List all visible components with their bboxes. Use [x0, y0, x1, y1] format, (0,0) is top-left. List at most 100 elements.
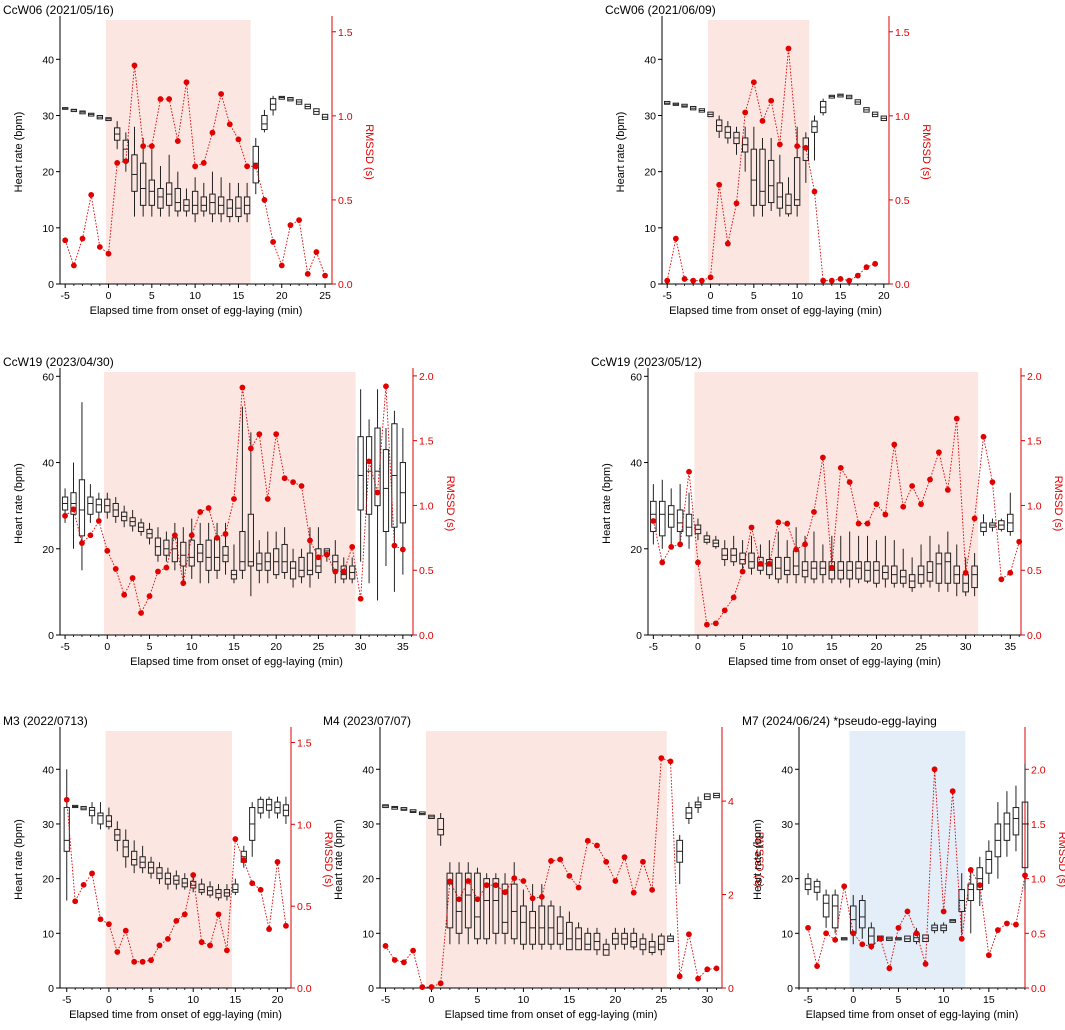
y2-tick-label: 1.0	[338, 111, 353, 123]
rmssd-point	[802, 144, 809, 151]
rmssd-point	[900, 503, 907, 510]
x-tick-label: 10	[781, 641, 793, 653]
rmssd-point	[105, 921, 112, 928]
y-tick-label: 30	[644, 110, 656, 122]
hr-box	[95, 498, 102, 513]
hr-box	[556, 916, 564, 945]
rmssd-point	[112, 566, 119, 572]
hr-box	[357, 436, 364, 511]
rmssd-point	[410, 947, 416, 954]
y2-tick-label: 1.5	[419, 436, 434, 448]
egg-laying-period	[694, 372, 979, 635]
hr-box	[864, 561, 871, 582]
y2-axis-label: RMSSD (s)	[1052, 476, 1064, 532]
rmssd-point	[218, 91, 225, 97]
hr-box	[188, 539, 195, 567]
rmssd-point	[224, 947, 230, 954]
hr-box	[822, 894, 830, 918]
hr-box	[492, 878, 500, 934]
x-tick-label: 20	[878, 290, 890, 302]
rmssd-point	[401, 959, 407, 966]
rmssd-point	[157, 96, 164, 102]
y-tick-label: 60	[42, 371, 54, 383]
rmssd-point	[989, 479, 996, 486]
y2-tick-label: 1.0	[1027, 500, 1042, 512]
hr-box	[437, 817, 445, 836]
x-tick-label: 30	[960, 641, 972, 653]
x-tick-label: -5	[381, 994, 390, 1006]
hr-box	[935, 552, 943, 584]
rmssd-point	[148, 957, 154, 964]
y2-tick-label: 0.0	[1031, 983, 1046, 995]
rmssd-point	[873, 501, 880, 508]
rmssd-point	[214, 534, 220, 541]
rmssd-point	[249, 880, 256, 887]
x-tick-label: 20	[610, 994, 622, 1006]
rmssd-point	[649, 886, 656, 893]
x-tick-label: 0	[106, 994, 112, 1006]
hr-box	[281, 543, 288, 573]
rmssd-point	[837, 464, 844, 471]
hr-box	[97, 812, 104, 825]
rmssd-point	[994, 927, 1001, 933]
chart-d: CcW19 (2023/05/12) 0 20 40 60 Heart rate (bpm…	[591, 355, 1064, 668]
rmssd-point	[757, 560, 764, 567]
hr-box	[831, 894, 839, 929]
rmssd-point	[95, 518, 102, 524]
hr-box	[873, 561, 880, 584]
heart-rate-boxes	[63, 769, 290, 901]
hr-box	[1003, 812, 1011, 841]
hr-box	[659, 500, 666, 537]
hr-box	[766, 559, 773, 576]
hr-box	[721, 548, 729, 561]
rmssd-point	[940, 908, 947, 915]
y2-tick-label: 0.5	[1027, 565, 1042, 577]
y-axis-label: Heart rate (bpm)	[333, 819, 345, 900]
rmssd-point	[183, 79, 190, 86]
rmssd-point	[837, 276, 844, 282]
rmssd-point	[681, 276, 688, 282]
y-tick-label: 20	[630, 544, 642, 556]
rmssd-point	[766, 560, 773, 567]
rmssd-point	[173, 917, 180, 924]
rmssd-point	[909, 483, 916, 489]
rmssd-point	[668, 544, 675, 550]
rmssd-point	[859, 941, 866, 948]
rmssd-point	[180, 580, 187, 587]
x-tick-label: -5	[60, 641, 69, 653]
y2-tick-label: 0.0	[338, 279, 353, 291]
hr-box	[776, 182, 784, 209]
rmssd-point	[231, 496, 237, 502]
hr-box	[858, 900, 866, 929]
x-tick-label: 5	[149, 290, 155, 302]
rmssd-point	[612, 878, 619, 884]
x-tick-label: 10	[187, 994, 199, 1006]
rmssd-point	[698, 277, 705, 284]
rmssd-point	[274, 859, 281, 865]
hr-box	[455, 872, 463, 934]
y2-axis-label: RMSSD (s)	[444, 476, 456, 532]
rmssd-points	[650, 415, 1023, 628]
rmssd-point	[298, 483, 305, 489]
rmssd-point	[802, 541, 808, 548]
rmssd-point	[456, 896, 462, 903]
rmssd-point	[315, 554, 322, 561]
rmssd-point	[603, 858, 610, 865]
hr-box	[239, 531, 246, 571]
rmssd-point	[962, 569, 969, 576]
rmssd-point	[70, 506, 77, 513]
y2-tick-label: 1.5	[1027, 436, 1042, 448]
rmssd-point	[287, 222, 294, 229]
x-tick-label: -5	[803, 994, 812, 1006]
rmssd-point	[768, 97, 775, 104]
y-tick-label: 40	[42, 54, 54, 66]
x-tick-label: 20	[871, 641, 883, 653]
rmssd-point	[716, 181, 723, 188]
rmssd-point	[239, 384, 246, 391]
rmssd-point	[391, 542, 398, 549]
rmssd-point	[148, 143, 155, 150]
hr-box	[163, 539, 170, 556]
rmssd-point	[140, 143, 147, 150]
x-tick-label: 15	[233, 290, 245, 302]
rmssd-point	[529, 895, 536, 902]
